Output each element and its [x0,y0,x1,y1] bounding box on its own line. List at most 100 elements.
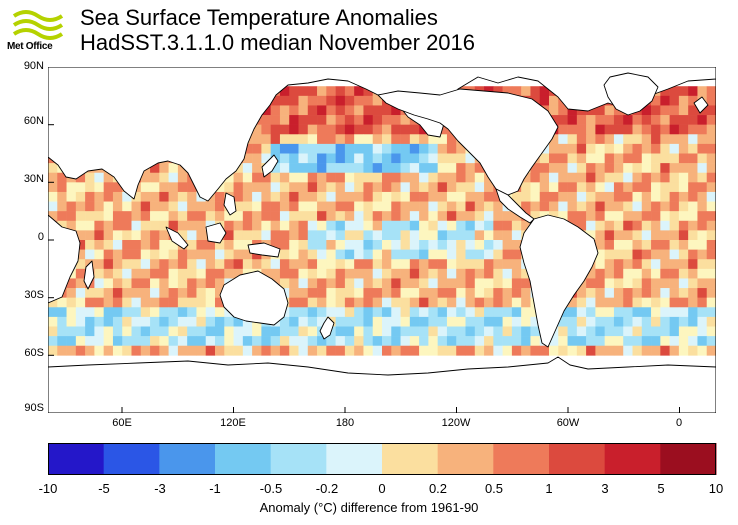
anomaly-cell [400,143,411,154]
anomaly-cell [168,345,179,356]
anomaly-cell [307,95,318,106]
anomaly-cell [623,191,633,202]
anomaly-cell [465,249,476,260]
anomaly-cell [131,220,142,231]
anomaly-cell [354,316,364,327]
anomaly-cell [484,240,494,250]
anomaly-cell [75,182,86,193]
anomaly-cell [112,259,123,270]
anomaly-cell [437,345,448,356]
anomaly-cell [669,297,680,308]
anomaly-cell [446,326,457,337]
anomaly-cell [391,326,401,337]
anomaly-cell [354,134,364,145]
anomaly-cell [335,268,346,279]
anomaly-cell [335,86,346,97]
anomaly-cell [66,220,77,231]
anomaly-cell [261,268,271,279]
anomaly-cell [576,336,587,347]
anomaly-cell [688,297,698,308]
anomaly-cell [613,297,624,308]
anomaly-cell [326,259,336,270]
anomaly-cell [632,345,643,356]
anomaly-cell [112,211,123,222]
anomaly-cell [660,86,670,97]
anomaly-cell [641,163,652,174]
anomaly-cell [688,249,698,260]
anomaly-cell [623,230,633,241]
anomaly-cell [131,259,142,270]
anomaly-cell [326,124,336,135]
anomaly-cell [437,153,448,164]
anomaly-cell [85,345,95,356]
anomaly-cell [48,163,58,174]
anomaly-cell [604,163,615,174]
map-ticks [48,124,680,413]
uk-land [693,96,709,114]
anomaly-cell [419,268,429,279]
anomaly-cell [307,230,318,241]
anomaly-cell [307,307,318,318]
lon-label-60w: 60W [556,417,580,429]
anomaly-cell [437,182,448,193]
anomaly-cell [641,249,652,260]
anomaly-cell [706,316,716,327]
anomaly-cell [270,240,281,250]
anomaly-cell [456,240,466,250]
anomaly-cell [224,211,234,222]
anomaly-cell [521,336,531,347]
anomaly-cell [242,191,253,202]
anomaly-cell [465,153,476,164]
anomaly-cell [539,345,550,356]
anomaly-cell [261,201,271,212]
anomaly-cell [409,201,420,212]
anomaly-cell [604,105,615,116]
anomaly-cell [344,278,355,289]
anomaly-cell [196,336,207,347]
anomaly-cell [112,182,123,193]
anomaly-cell [205,316,216,327]
anomaly-cell [344,307,355,318]
anomaly-cell [688,345,698,356]
anomaly-cell [270,95,281,106]
anomaly-cell [307,124,318,135]
anomaly-cell [122,336,132,347]
anomaly-cell [493,249,503,260]
anomaly-cell [632,153,643,164]
anomaly-cell [428,230,438,241]
anomaly-cell [103,240,114,250]
anomaly-cell [623,249,633,260]
colorbar-label: -0.5 [259,481,283,496]
anomaly-cell [530,336,541,347]
anomaly-cell [697,259,708,270]
anomaly-cell [150,163,160,174]
anomaly-cell [168,307,179,318]
anomaly-cell [363,268,374,279]
anomaly-cell [66,201,77,212]
anomaly-cell [576,143,587,154]
anomaly-cell [521,307,531,318]
anomaly-cell [372,278,383,289]
anomaly-cell [400,249,411,260]
anomaly-cell [613,191,624,202]
anomaly-cell [688,278,698,289]
anomaly-cell [419,326,429,337]
anomaly-cell [641,115,652,125]
anomaly-cell [372,326,383,337]
anomaly-cell [660,230,670,241]
anomaly-cell [48,191,58,202]
anomaly-cell [419,278,429,289]
anomaly-cell [289,105,299,116]
anomaly-cell [595,288,605,298]
anomaly-cell [651,115,661,125]
anomaly-cell [298,211,309,222]
south-america-land [519,214,599,348]
anomaly-cell [428,259,438,270]
anomaly-cell [233,182,244,193]
anomaly-cell [595,297,605,308]
anomaly-cell [669,86,680,97]
anomaly-cell [502,307,513,318]
anomaly-cell [363,316,374,327]
anomaly-cell [437,297,448,308]
anomaly-cell [103,326,114,337]
